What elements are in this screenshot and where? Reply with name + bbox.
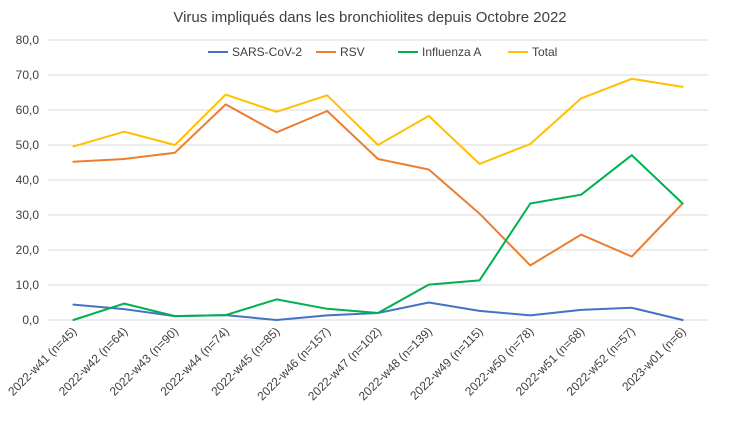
x-axis: 2022-w41 (n=45)2022-w42 (n=64)2022-w43 (…: [5, 324, 689, 403]
y-tick-label: 30,0: [16, 208, 40, 222]
y-tick-label: 60,0: [16, 103, 40, 117]
y-tick-label: 70,0: [16, 68, 40, 82]
series-line: [72, 154, 684, 321]
series-line: [72, 103, 684, 267]
legend-label: SARS-CoV-2: [232, 45, 302, 59]
series-line: [72, 77, 684, 165]
legend: SARS-CoV-2 RSV Influenza A Total: [208, 45, 557, 59]
chart-title: Virus impliqués dans les bronchiolites d…: [173, 9, 566, 26]
series-line: [72, 301, 684, 321]
legend-label: RSV: [340, 45, 365, 59]
y-tick-label: 20,0: [16, 243, 40, 257]
series-lines: [72, 77, 684, 321]
y-tick-label: 0,0: [22, 313, 39, 327]
y-tick-label: 40,0: [16, 173, 40, 187]
y-tick-label: 10,0: [16, 278, 40, 292]
y-tick-label: 50,0: [16, 138, 40, 152]
y-tick-label: 80,0: [16, 33, 40, 47]
legend-label: Influenza A: [422, 45, 481, 59]
legend-label: Total: [532, 45, 557, 59]
gridlines: [48, 39, 708, 321]
y-axis: 0,0 10,0 20,0 30,0 40,0 50,0 60,0 70,0 80,0: [16, 33, 40, 327]
